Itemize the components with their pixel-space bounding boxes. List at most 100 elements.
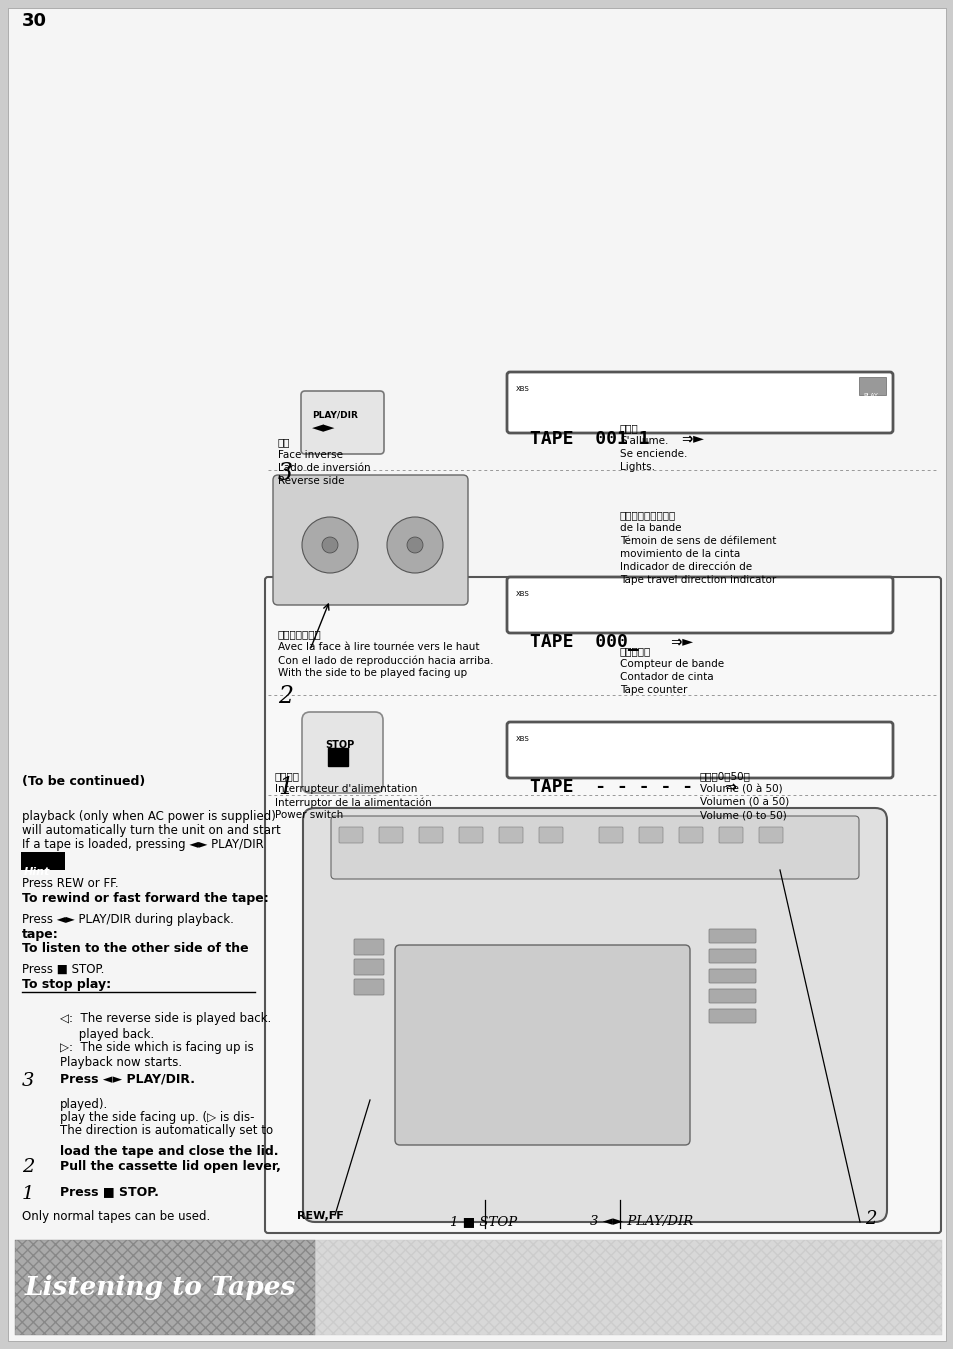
FancyBboxPatch shape [354,979,384,996]
Text: Tape counter: Tape counter [619,685,687,695]
Text: playback (only when AC power is supplied): playback (only when AC power is supplied… [22,809,275,823]
FancyBboxPatch shape [498,827,522,843]
Text: Lado de inversión: Lado de inversión [277,463,370,473]
Text: Press REW or FF.: Press REW or FF. [22,877,118,890]
Text: TAPE  - - - - -   ⇒: TAPE - - - - - ⇒ [530,778,736,796]
Text: Press ■ STOP.: Press ■ STOP. [60,1184,159,1198]
Text: Volume (0 à 50): Volume (0 à 50) [700,784,781,795]
FancyBboxPatch shape [314,1240,941,1336]
Text: 磁帶計數器: 磁帶計數器 [619,646,651,656]
Text: XBS: XBS [516,737,529,742]
Text: Listening to Tapes: Listening to Tapes [25,1275,296,1299]
Text: Press ◄► PLAY/DIR.: Press ◄► PLAY/DIR. [60,1072,194,1085]
FancyBboxPatch shape [21,853,65,870]
Text: 2: 2 [864,1210,876,1228]
Text: 磁帶行走方向指示燈: 磁帶行走方向指示燈 [619,510,676,519]
Text: TAPE  001 1   ⇒►: TAPE 001 1 ⇒► [530,430,703,448]
Text: Contador de cinta: Contador de cinta [619,672,713,683]
Text: movimiento de la cinta: movimiento de la cinta [619,549,740,558]
Circle shape [407,537,422,553]
Text: Hint: Hint [24,867,51,877]
Text: ◁:  The reverse side is played back.: ◁: The reverse side is played back. [60,1012,271,1025]
Text: Interruptor de la alimentación: Interruptor de la alimentación [274,797,432,808]
Text: Volume (0 to 50): Volume (0 to 50) [700,809,786,820]
Text: 音量（0～50）: 音量（0～50） [700,772,750,781]
Text: Avec la face à lire tournée vers le haut: Avec la face à lire tournée vers le haut [277,642,479,652]
FancyBboxPatch shape [395,946,689,1145]
FancyBboxPatch shape [328,747,348,766]
FancyBboxPatch shape [708,989,755,1004]
Text: Témoin de sens de défilement: Témoin de sens de défilement [619,536,776,546]
Text: PLAY: PLAY [862,393,877,398]
Text: tape:: tape: [22,928,59,942]
Text: Indicador de dirección de: Indicador de dirección de [619,563,751,572]
FancyBboxPatch shape [458,827,482,843]
FancyBboxPatch shape [418,827,442,843]
FancyBboxPatch shape [708,948,755,963]
Text: 反面: 反面 [277,437,291,447]
Text: Pull the cassette lid open lever,: Pull the cassette lid open lever, [60,1160,280,1174]
Text: PLAY/DIR: PLAY/DIR [312,410,357,420]
Text: Face inverse: Face inverse [277,451,343,460]
FancyBboxPatch shape [538,827,562,843]
Text: To listen to the other side of the: To listen to the other side of the [22,942,249,955]
Text: STOP: STOP [325,741,354,750]
Text: S'allume.: S'allume. [619,436,668,447]
FancyBboxPatch shape [506,722,892,778]
Text: de la bande: de la bande [619,523,680,533]
FancyBboxPatch shape [639,827,662,843]
FancyBboxPatch shape [354,939,384,955]
FancyBboxPatch shape [302,712,382,793]
Text: 3: 3 [22,1072,34,1090]
Text: load the tape and close the lid.: load the tape and close the lid. [60,1145,278,1157]
FancyBboxPatch shape [354,959,384,975]
Text: Lights.: Lights. [619,461,655,472]
Text: 將放音面朝上。: 將放音面朝上。 [277,629,321,639]
Text: Compteur de bande: Compteur de bande [619,660,723,669]
Text: played).: played). [60,1098,108,1112]
Text: Only normal tapes can be used.: Only normal tapes can be used. [22,1210,210,1224]
FancyBboxPatch shape [273,475,468,604]
Text: Power switch: Power switch [274,809,343,820]
Circle shape [322,537,337,553]
FancyBboxPatch shape [679,827,702,843]
Text: ▷:  The side which is facing up is: ▷: The side which is facing up is [60,1041,253,1054]
Text: 2: 2 [277,685,293,708]
Text: TAPE  000_   ⇒►: TAPE 000_ ⇒► [530,633,693,652]
Text: The direction is automatically set to: The direction is automatically set to [60,1124,273,1137]
Text: 3 ◄► PLAY/DIR: 3 ◄► PLAY/DIR [589,1215,693,1228]
Text: 電源開閉: 電源開閉 [274,772,299,781]
Text: 1: 1 [22,1184,34,1203]
FancyBboxPatch shape [506,372,892,433]
Text: Playback now starts.: Playback now starts. [60,1056,182,1068]
Text: Tape travel direction indicator: Tape travel direction indicator [619,575,776,585]
Text: Volumen (0 a 50): Volumen (0 a 50) [700,797,788,807]
Text: 2: 2 [22,1157,34,1176]
FancyBboxPatch shape [303,808,886,1222]
Text: XBS: XBS [516,591,529,598]
Circle shape [387,517,442,573]
Text: To rewind or fast forward the tape:: To rewind or fast forward the tape: [22,892,269,905]
Text: (To be continued): (To be continued) [22,774,145,788]
FancyBboxPatch shape [331,816,858,880]
FancyBboxPatch shape [858,376,885,395]
Circle shape [302,517,357,573]
Text: Press ■ STOP.: Press ■ STOP. [22,963,104,975]
Text: 30: 30 [22,12,47,30]
FancyBboxPatch shape [708,929,755,943]
Text: XBS: XBS [516,386,529,393]
Text: To stop play:: To stop play: [22,978,111,992]
FancyBboxPatch shape [8,8,945,1341]
FancyBboxPatch shape [506,577,892,633]
Text: played back.: played back. [60,1028,154,1041]
FancyBboxPatch shape [15,1240,314,1336]
FancyBboxPatch shape [265,577,940,1233]
Text: 1 ■ STOP: 1 ■ STOP [450,1215,517,1228]
Text: 3: 3 [277,461,293,486]
Text: 亮起。: 亮起。 [619,424,639,433]
FancyBboxPatch shape [708,969,755,983]
FancyBboxPatch shape [378,827,402,843]
Text: Interrupteur d'alimentation: Interrupteur d'alimentation [274,784,416,795]
Text: With the side to be played facing up: With the side to be played facing up [277,668,467,679]
FancyBboxPatch shape [301,391,384,455]
